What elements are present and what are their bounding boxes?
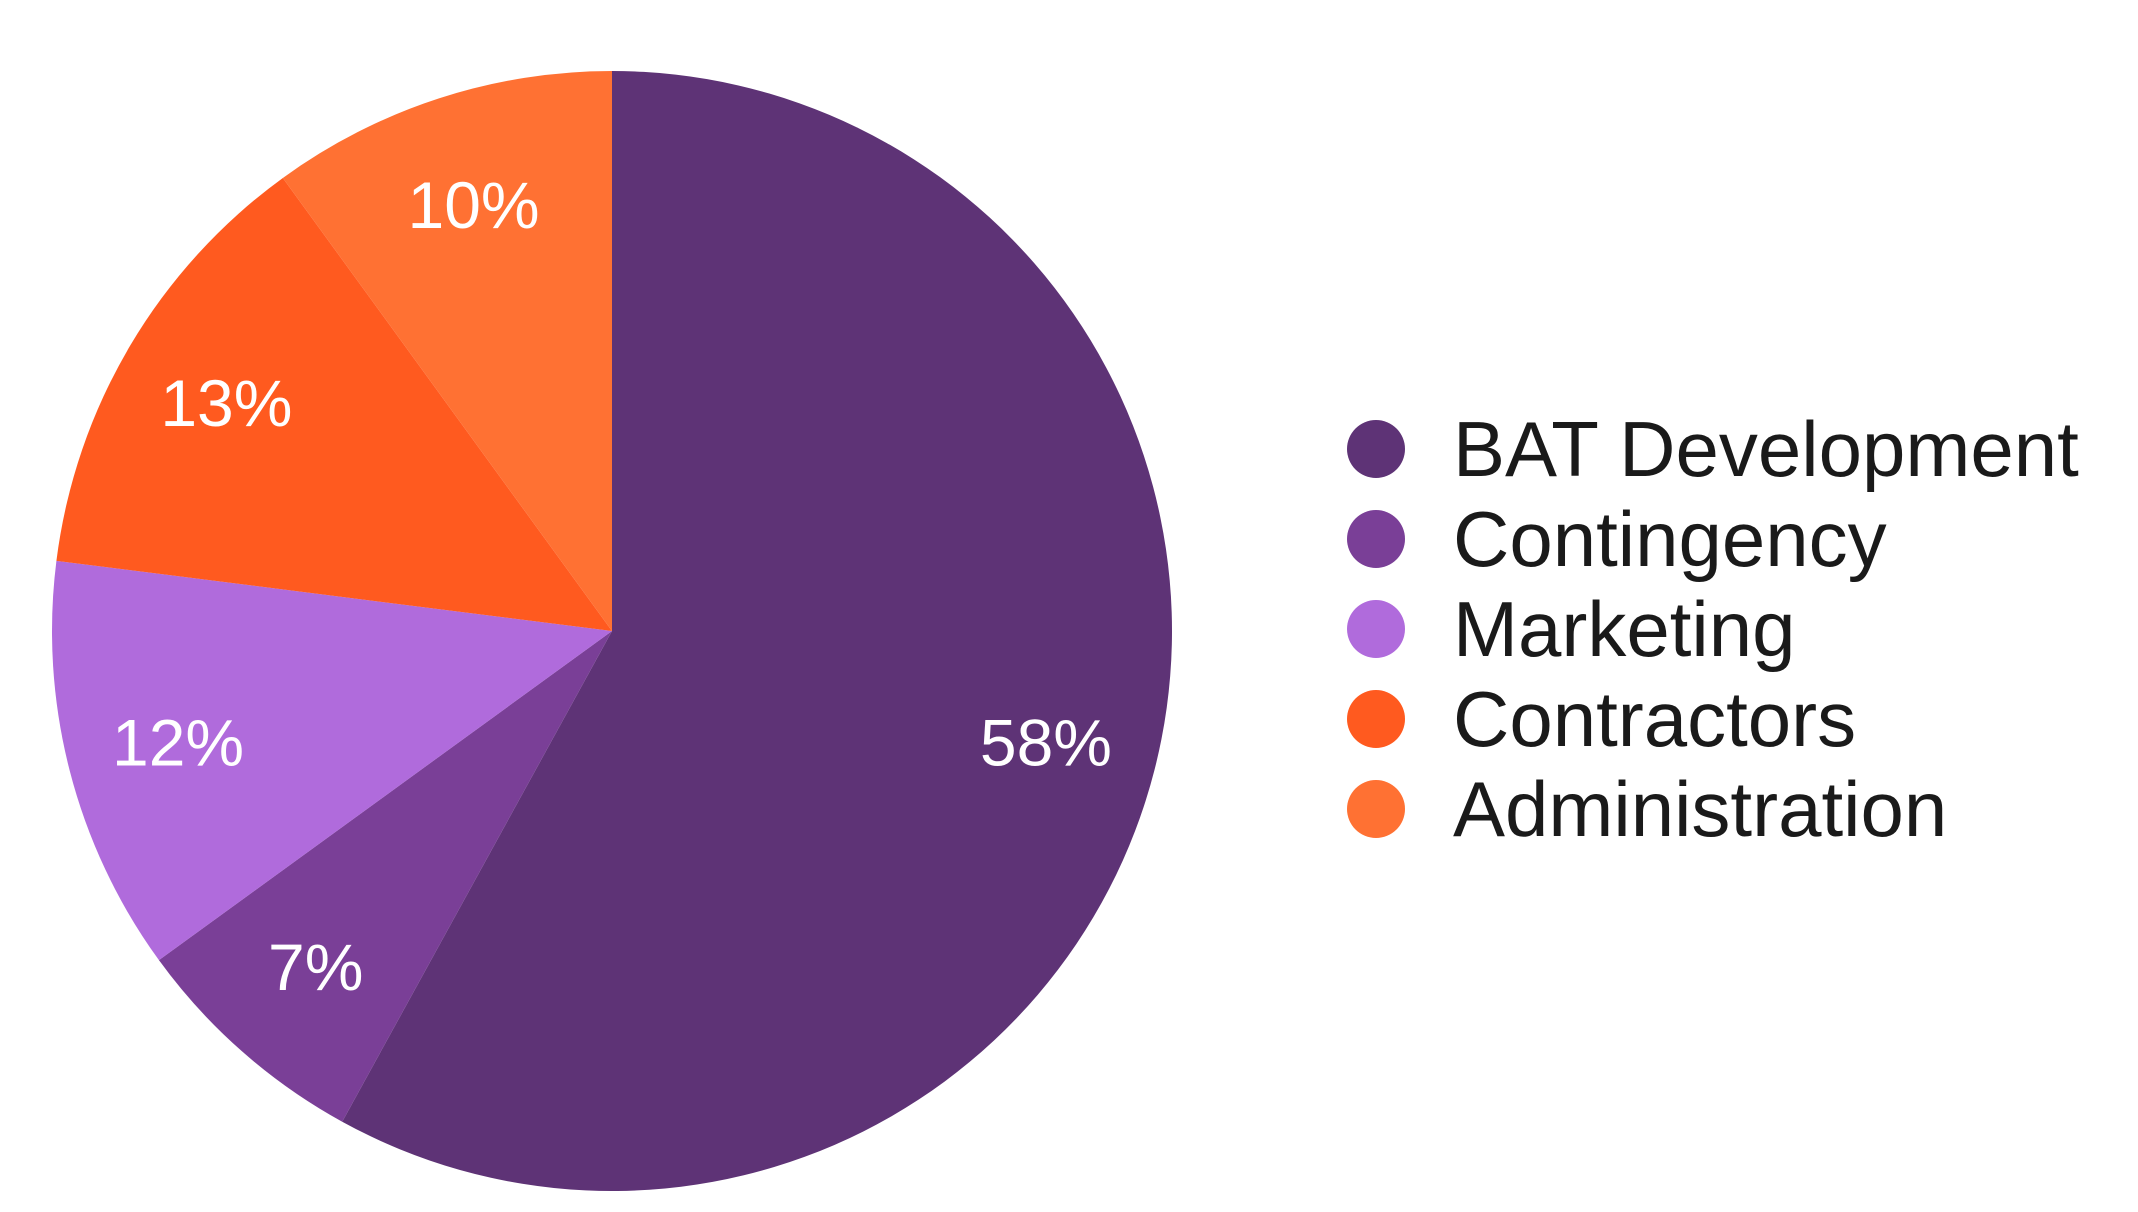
pie-slice-labels: 58% 7% 12% 13% 10% [112,168,1112,1004]
slice-value-label-bat-development: 58% [980,705,1112,779]
pie-slice-marketing [52,560,612,961]
legend-swatch-marketing [1347,600,1405,658]
legend-item-administration: Administration [1347,765,1947,853]
legend-swatch-bat-development [1347,420,1405,478]
slice-value-label-administration: 10% [408,168,540,242]
legend-swatch-administration [1347,780,1405,838]
pie-slices [52,71,1173,1191]
legend-swatch-contractors [1347,690,1405,748]
pie-slice-administration [282,71,612,631]
slice-value-label-marketing: 12% [112,705,244,779]
legend-label-contractors: Contractors [1453,675,1856,763]
pie-slice-bat-development [342,71,1173,1191]
legend-label-administration: Administration [1453,765,1947,853]
legend-label-marketing: Marketing [1453,585,1795,673]
slice-value-label-contractors: 13% [160,366,292,440]
legend-item-contractors: Contractors [1347,675,1856,763]
legend-label-bat-development: BAT Development [1453,405,2079,493]
legend-label-contingency: Contingency [1453,495,1887,583]
legend-item-marketing: Marketing [1347,585,1795,673]
slice-value-label-contingency: 7% [268,930,363,1004]
legend-swatch-contingency [1347,510,1405,568]
pie-slice-contingency [158,631,612,1122]
chart-legend: BAT DevelopmentContingencyMarketingContr… [1347,405,2079,853]
legend-item-contingency: Contingency [1347,495,1887,583]
pie-slice-contractors [56,177,612,631]
legend-item-bat-development: BAT Development [1347,405,2079,493]
